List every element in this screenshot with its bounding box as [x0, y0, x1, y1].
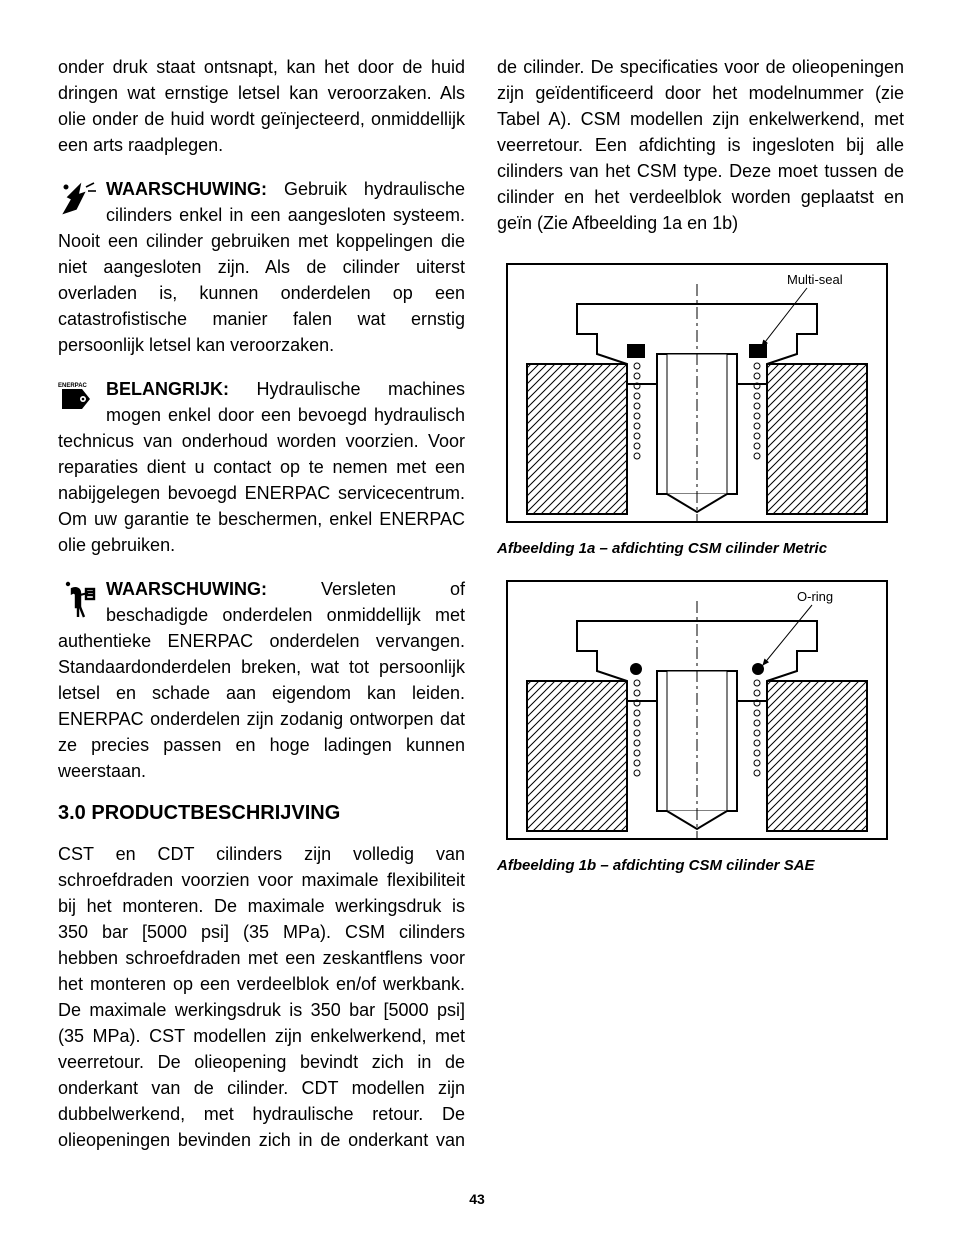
warning-1: WAARSCHUWING: Gebruik hydraulische cilin… [58, 176, 465, 358]
warning-2-text: Versleten of beschadigde onderdelen onmi… [58, 579, 465, 781]
important-label: BELANGRIJK: [106, 379, 229, 399]
warning-1-text: Gebruik hydraulische cilinders enkel in … [58, 179, 465, 355]
fig1a-label: Multi-seal [787, 272, 843, 287]
intro-paragraph: onder druk staat ontsnapt, kan het door … [58, 54, 465, 158]
warning-burst-icon [58, 179, 98, 219]
warning-2-label: WAARSCHUWING: [106, 579, 267, 599]
figure-1a-caption: Afbeelding 1a – afdichting CSM cilinder … [497, 540, 904, 557]
figure-1a: Multi-seal Afbeelding 1a – afdichting CS… [497, 254, 904, 557]
fig1b-label: O-ring [797, 589, 833, 604]
figure-1b-caption: Afbeelding 1b – afdichting CSM cilinder … [497, 857, 904, 874]
warning-1-label: WAARSCHUWING: [106, 179, 267, 199]
figure-1b: O-ring Afbeelding 1b – afdichting CSM ci… [497, 571, 904, 874]
warning-2: WAARSCHUWING: Versleten of beschadigde o… [58, 576, 465, 784]
page-number: 43 [0, 1191, 954, 1207]
enerpac-tag-icon: ENERPAC [58, 379, 98, 419]
important-text: Hydraulische machines mogen enkel door e… [58, 379, 465, 555]
section-3-heading: 3.0 PRODUCTBESCHRIJVING [58, 802, 465, 825]
person-warning-icon [58, 579, 98, 619]
svg-text:ENERPAC: ENERPAC [58, 383, 88, 389]
important-paragraph: ENERPAC BELANGRIJK: Hydraulische machine… [58, 376, 465, 558]
